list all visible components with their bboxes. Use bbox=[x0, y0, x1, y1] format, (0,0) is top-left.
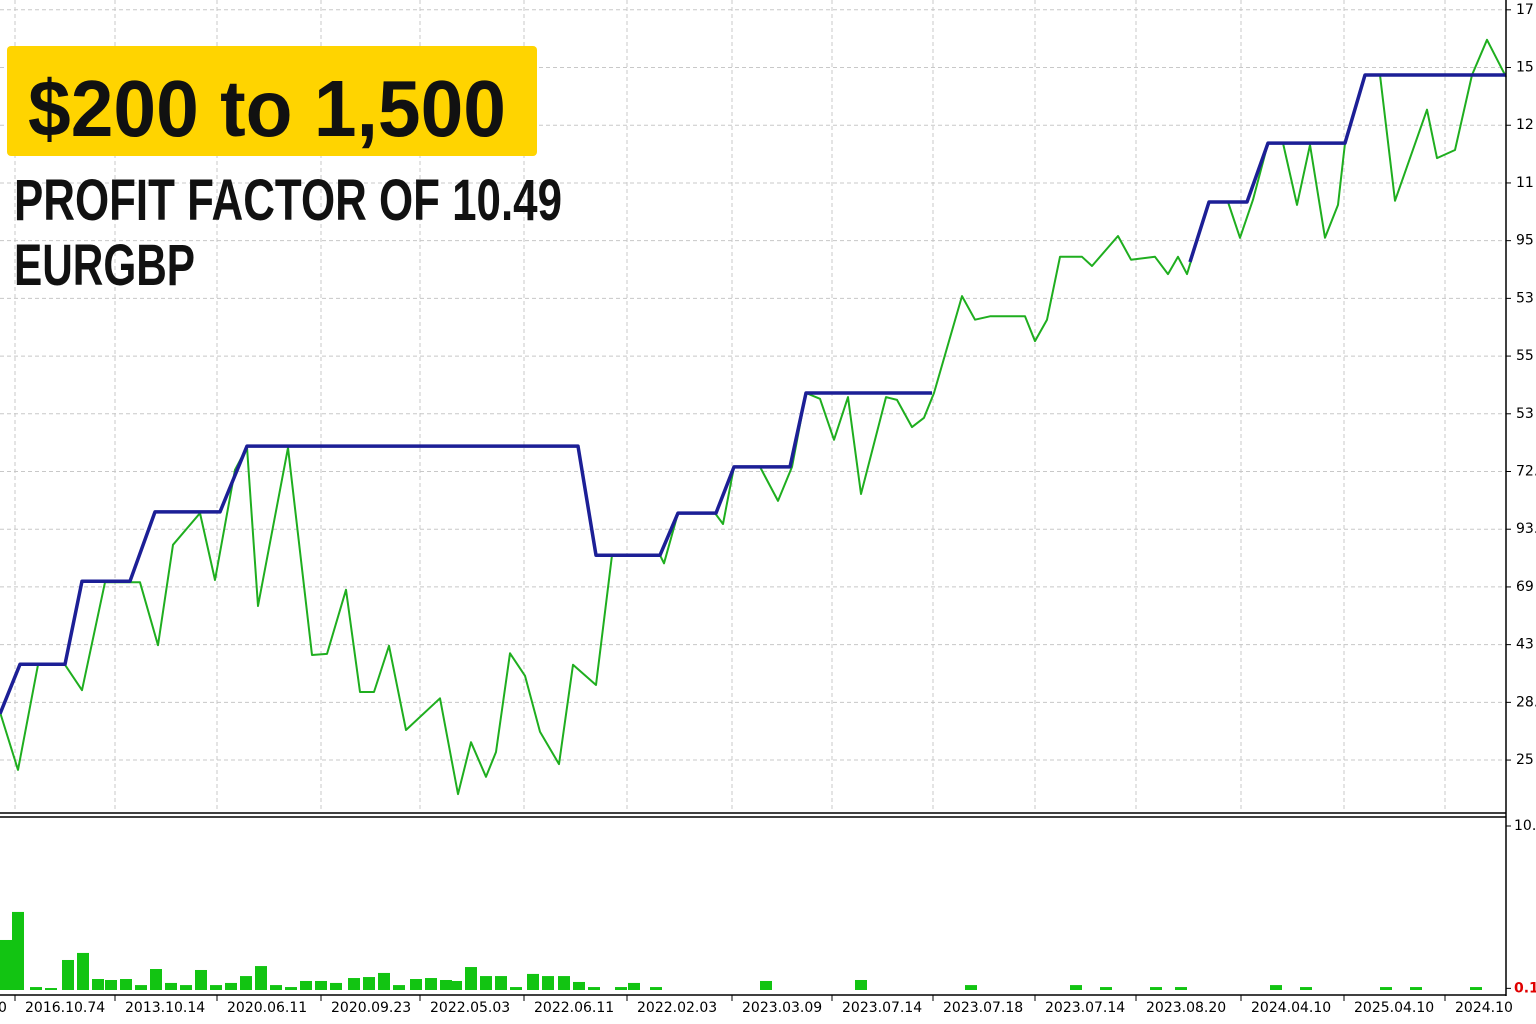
volume-bar bbox=[1380, 987, 1392, 990]
volume-bar bbox=[180, 985, 192, 990]
x-tick-label: 2016.10.74 bbox=[25, 1000, 105, 1016]
y-tick-label: 55 bbox=[1516, 348, 1534, 364]
x-tick-label: 2023.07.18 bbox=[943, 1000, 1023, 1016]
volume-bar bbox=[1175, 987, 1187, 990]
volume-bar bbox=[425, 978, 437, 990]
volume-bar bbox=[1150, 987, 1162, 990]
volume-bar bbox=[542, 976, 554, 990]
y-tick-label: 43 bbox=[1516, 637, 1534, 653]
volume-bar bbox=[150, 969, 162, 990]
volume-bar bbox=[1300, 987, 1312, 990]
volume-bar bbox=[510, 987, 522, 990]
x-tick-label: 2024.10 bbox=[1455, 1000, 1513, 1016]
y-tick-label: 25 bbox=[1516, 752, 1534, 768]
volume-bar bbox=[77, 952, 89, 990]
x-tick-label: 0 bbox=[0, 1000, 7, 1016]
volume-bar bbox=[120, 979, 132, 990]
y-tick-label: 53 bbox=[1516, 406, 1534, 422]
volume-bar bbox=[195, 969, 207, 990]
volume-bar bbox=[1270, 985, 1282, 990]
volume-bar bbox=[558, 976, 570, 990]
y-tick-label: 15 bbox=[1516, 60, 1534, 76]
y-tick-label: 12 bbox=[1516, 117, 1534, 133]
volume-bar bbox=[255, 966, 267, 990]
x-tick-label: 2025.04.10 bbox=[1354, 1000, 1434, 1016]
equity-line bbox=[0, 73, 1506, 715]
y-tick-label: 69 bbox=[1516, 579, 1534, 595]
y-tick-label: 10. bbox=[1514, 818, 1536, 834]
volume-bar bbox=[378, 972, 390, 990]
symbol: EURGBP bbox=[14, 233, 195, 298]
y-tick-label: 11 bbox=[1516, 175, 1534, 191]
volume-bar bbox=[240, 976, 252, 990]
headline: $200 to 1,500 bbox=[28, 64, 506, 153]
volume-bar bbox=[285, 987, 297, 990]
x-tick-label: 2024.04.10 bbox=[1251, 1000, 1331, 1016]
volume-bar bbox=[330, 982, 342, 990]
volume-bar bbox=[615, 987, 627, 990]
volume-bar bbox=[650, 987, 662, 990]
headline-badge bbox=[7, 46, 537, 156]
x-tick-label: 2022.02.03 bbox=[637, 1000, 717, 1016]
volume-bar bbox=[628, 982, 640, 990]
volume-bar bbox=[210, 985, 222, 990]
volume-bar bbox=[1470, 987, 1482, 990]
x-tick-label: 2023.07.14 bbox=[1045, 1000, 1125, 1016]
volume-bar bbox=[760, 980, 772, 990]
volume-bar bbox=[348, 978, 360, 990]
volume-bar bbox=[393, 985, 405, 990]
volume-bar bbox=[588, 987, 600, 990]
volume-bar bbox=[300, 980, 312, 990]
volume-bar bbox=[440, 979, 452, 990]
subtitle: PROFIT FACTOR OF 10.49 bbox=[14, 168, 562, 233]
plot bbox=[0, 38, 1507, 796]
volume-bar bbox=[45, 988, 57, 990]
y-tick-label: 0.1 bbox=[1514, 980, 1536, 996]
y-tick-label: 95 bbox=[1516, 233, 1534, 249]
volume-bar bbox=[480, 976, 492, 990]
x-tick-label: 2020.06.11 bbox=[227, 1000, 307, 1016]
volume-bar bbox=[105, 979, 117, 990]
volume-bar bbox=[135, 985, 147, 990]
x-tick-label: 2023.08.20 bbox=[1146, 1000, 1226, 1016]
volume-bar bbox=[965, 985, 977, 990]
volume-bar bbox=[225, 982, 237, 990]
volume-bar bbox=[270, 985, 282, 990]
y-tick-label: 53 bbox=[1516, 290, 1534, 306]
volume-bar bbox=[30, 987, 42, 990]
volume-bar bbox=[410, 979, 422, 990]
volume-bar bbox=[0, 939, 12, 990]
volume-bar bbox=[1100, 987, 1112, 990]
x-tick-label: 2023.03.09 bbox=[742, 1000, 822, 1016]
volume-bar bbox=[465, 967, 477, 990]
y-tick-label: 93. bbox=[1516, 521, 1536, 537]
volume-bar bbox=[363, 977, 375, 990]
volume-bar bbox=[527, 973, 539, 990]
volume-bar bbox=[855, 979, 867, 990]
volume-bar bbox=[450, 980, 462, 990]
volume-bar bbox=[573, 981, 585, 990]
x-tick-label: 2023.07.14 bbox=[842, 1000, 922, 1016]
volume-bar bbox=[62, 959, 74, 990]
y-tick-label: 72. bbox=[1516, 464, 1536, 480]
volume-bar bbox=[92, 979, 104, 990]
volume-pane bbox=[0, 911, 1482, 990]
y-tick-label: 28. bbox=[1516, 694, 1536, 710]
x-tick-label: 2013.10.14 bbox=[125, 1000, 205, 1016]
y-tick-label: 17 bbox=[1516, 2, 1534, 18]
volume-bar bbox=[1070, 985, 1082, 990]
x-tick-label: 2020.09.23 bbox=[331, 1000, 411, 1016]
volume-bar bbox=[315, 980, 327, 990]
volume-bar bbox=[495, 976, 507, 990]
volume-bar bbox=[12, 911, 24, 990]
volume-bar bbox=[165, 982, 177, 990]
volume-bar bbox=[1410, 987, 1422, 990]
x-tick-label: 2022.05.03 bbox=[430, 1000, 510, 1016]
x-tick-label: 2022.06.11 bbox=[534, 1000, 614, 1016]
